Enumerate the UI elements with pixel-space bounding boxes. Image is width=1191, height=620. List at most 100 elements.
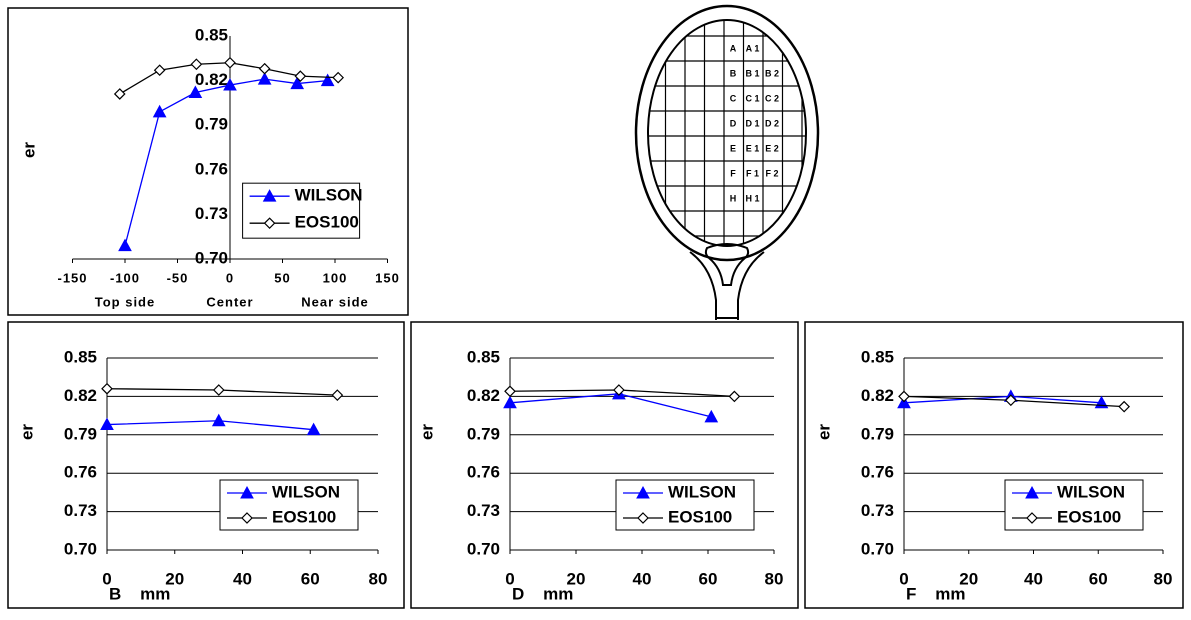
- racket-cell-label: A 1: [746, 43, 760, 53]
- y-axis-label: er: [417, 424, 436, 440]
- legend-label: EOS100: [668, 507, 732, 526]
- x-tick-label: 80: [1154, 569, 1173, 588]
- x-tick-label: 40: [633, 569, 652, 588]
- x-tick-label: 60: [301, 569, 320, 588]
- x-annotation: Center: [206, 294, 253, 309]
- y-axis-label: er: [19, 142, 38, 158]
- x-tick-label: 150: [375, 270, 400, 285]
- racket-cell-label: H 1: [745, 193, 759, 203]
- marker-diamond: [332, 390, 342, 400]
- figure: AA 1BB 1B 2CC 1C 2DD 1D 2EE 1E 2FF 1F 2H…: [0, 0, 1191, 615]
- marker-diamond: [1119, 402, 1129, 412]
- y-tick-label: 0.76: [195, 159, 228, 178]
- x-axis-label: D mm: [512, 584, 573, 603]
- y-tick-label: 0.79: [467, 424, 500, 443]
- racket-cell-label: F: [730, 168, 736, 178]
- racket-cell-label: A: [730, 43, 737, 53]
- y-tick-label: 0.79: [64, 424, 97, 443]
- racket-cell-label: F 1: [746, 168, 759, 178]
- marker-diamond: [225, 58, 235, 68]
- x-tick-label: -100: [110, 270, 140, 285]
- racket-cell-label: F 2: [765, 168, 778, 178]
- racket-cell-label: E 2: [765, 143, 779, 153]
- marker-diamond: [115, 89, 125, 99]
- x-tick-label: 50: [274, 270, 290, 285]
- racket-cell-label: B: [730, 68, 737, 78]
- racket-cell-label: D 2: [765, 118, 779, 128]
- x-tick-label: 40: [1024, 569, 1043, 588]
- racket-cell-label: E: [730, 143, 736, 153]
- marker-diamond: [102, 384, 112, 394]
- marker-diamond: [899, 391, 909, 401]
- y-tick-label: 0.73: [467, 501, 500, 520]
- y-tick-label: 0.70: [467, 539, 500, 558]
- y-tick-label: 0.82: [64, 386, 97, 405]
- y-axis-label: er: [17, 424, 36, 440]
- y-tick-label: 0.70: [64, 539, 97, 558]
- legend: WILSON EOS100: [616, 480, 754, 530]
- page: {"chart_data": [ {"type": "line", "xlim"…: [0, 0, 1191, 620]
- y-tick-label: 0.85: [861, 347, 894, 366]
- series-line: [510, 394, 711, 417]
- y-tick-label: 0.79: [195, 115, 228, 134]
- legend-label: WILSON: [295, 186, 363, 205]
- marker-triangle: [259, 73, 271, 84]
- racket-cell-label: C: [730, 93, 737, 103]
- y-tick-label: 0.70: [195, 248, 228, 267]
- y-tick-label: 0.76: [467, 463, 500, 482]
- racket-cell-label: C 2: [765, 93, 779, 103]
- y-tick-label: 0.85: [195, 25, 228, 44]
- racket-cell-label: E 1: [746, 143, 760, 153]
- x-tick-label: 60: [699, 569, 718, 588]
- legend-label: EOS100: [272, 507, 336, 526]
- racket-throat-opening: [706, 244, 748, 285]
- y-tick-label: 0.82: [467, 386, 500, 405]
- chart: 0.700.730.760.790.820.85020406080B mmerW…: [8, 322, 404, 608]
- y-tick-label: 0.82: [861, 386, 894, 405]
- y-tick-label: 0.85: [467, 347, 500, 366]
- marker-diamond: [505, 386, 515, 396]
- racket-cell-label: D 1: [745, 118, 759, 128]
- racket-diagram: [636, 6, 818, 320]
- x-annotation: Near side: [301, 294, 369, 309]
- marker-diamond: [155, 65, 165, 75]
- legend: WILSON EOS100: [220, 480, 358, 530]
- marker-triangle: [322, 75, 334, 86]
- y-tick-label: 0.76: [64, 463, 97, 482]
- x-tick-label: 40: [233, 569, 252, 588]
- racket-strings: [640, 15, 815, 250]
- marker-diamond: [214, 385, 224, 395]
- x-tick-label: 80: [765, 569, 784, 588]
- y-tick-label: 0.73: [195, 204, 228, 223]
- marker-triangle: [154, 106, 166, 117]
- y-tick-label: 0.79: [861, 424, 894, 443]
- x-tick-label: 0: [226, 270, 234, 285]
- y-tick-label: 0.73: [64, 501, 97, 520]
- x-tick-label: -50: [167, 270, 189, 285]
- x-tick-label: 60: [1089, 569, 1108, 588]
- y-tick-label: 0.70: [861, 539, 894, 558]
- legend-label: WILSON: [272, 482, 340, 501]
- y-axis-label: er: [814, 424, 833, 440]
- marker-diamond: [333, 73, 343, 83]
- x-tick-label: 80: [369, 569, 388, 588]
- series-line: [107, 421, 314, 430]
- legend-label: WILSON: [668, 482, 736, 501]
- y-tick-label: 0.85: [64, 347, 97, 366]
- racket-cell-label: D: [730, 118, 737, 128]
- y-tick-label: 0.76: [861, 463, 894, 482]
- x-tick-label: -150: [57, 270, 87, 285]
- racket-labels: AA 1BB 1B 2CC 1C 2DD 1D 2EE 1E 2FF 1F 2H…: [730, 43, 779, 203]
- marker-diamond: [191, 59, 201, 69]
- racket-cell-label: C 1: [745, 93, 759, 103]
- marker-diamond: [729, 391, 739, 401]
- marker-diamond: [260, 64, 270, 74]
- marker-triangle: [119, 240, 131, 251]
- x-tick-label: 100: [323, 270, 348, 285]
- racket-cell-label: H: [730, 193, 737, 203]
